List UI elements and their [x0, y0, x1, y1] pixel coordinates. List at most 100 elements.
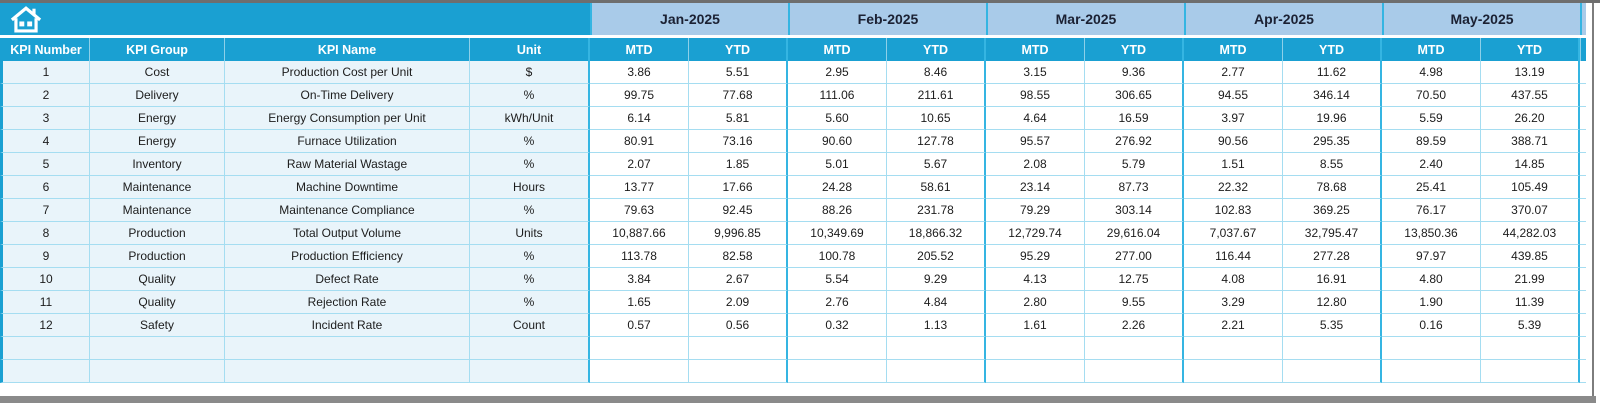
value-cell[interactable]: 22.32 [1184, 176, 1283, 199]
value-cell[interactable]: 98.55 [986, 84, 1085, 107]
kpi-group-cell[interactable]: Quality [90, 291, 225, 314]
value-cell[interactable]: 87.73 [1085, 176, 1184, 199]
value-cell[interactable] [1085, 360, 1184, 383]
value-cell[interactable]: 73.16 [689, 130, 788, 153]
kpi-group-cell[interactable]: Inventory [90, 153, 225, 176]
value-cell[interactable]: 100.78 [788, 245, 887, 268]
value-cell[interactable]: 82.58 [689, 245, 788, 268]
value-cell[interactable]: 9.29 [887, 268, 986, 291]
value-cell[interactable]: 303.14 [1085, 199, 1184, 222]
kpi-number-cell[interactable]: 10 [0, 268, 90, 291]
value-cell[interactable]: 9,996.85 [689, 222, 788, 245]
value-cell[interactable] [788, 337, 887, 360]
month-header-apr-2025[interactable]: Apr-2025 [1184, 3, 1382, 35]
kpi-number-cell[interactable]: 5 [0, 153, 90, 176]
value-cell[interactable]: 3.15 [986, 61, 1085, 84]
kpi-group-cell[interactable] [90, 337, 225, 360]
value-cell[interactable]: 5.35 [1283, 314, 1382, 337]
column-header-feb-2025-mtd[interactable]: MTD [788, 38, 887, 61]
value-cell[interactable]: 4.08 [1184, 268, 1283, 291]
kpi-name-cell[interactable]: Defect Rate [225, 268, 470, 291]
kpi-name-cell[interactable]: Furnace Utilization [225, 130, 470, 153]
value-cell[interactable]: 3.29 [1184, 291, 1283, 314]
value-cell[interactable]: 26.20 [1481, 107, 1580, 130]
value-cell[interactable]: 1.85 [689, 153, 788, 176]
value-cell[interactable]: 12.75 [1085, 268, 1184, 291]
value-cell[interactable]: 32,795.47 [1283, 222, 1382, 245]
kpi-name-cell[interactable]: Machine Downtime [225, 176, 470, 199]
value-cell[interactable]: 12.80 [1283, 291, 1382, 314]
value-cell[interactable] [788, 360, 887, 383]
kpi-name-cell[interactable] [225, 337, 470, 360]
kpi-group-cell[interactable]: Energy [90, 130, 225, 153]
kpi-name-cell[interactable] [225, 360, 470, 383]
value-cell[interactable]: 4.80 [1382, 268, 1481, 291]
kpi-number-cell[interactable] [0, 360, 90, 383]
value-cell[interactable]: 1.90 [1382, 291, 1481, 314]
kpi-number-cell[interactable]: 7 [0, 199, 90, 222]
column-header-apr-2025-mtd[interactable]: MTD [1184, 38, 1283, 61]
value-cell[interactable]: 3.97 [1184, 107, 1283, 130]
value-cell[interactable]: 231.78 [887, 199, 986, 222]
value-cell[interactable]: 102.83 [1184, 199, 1283, 222]
unit-cell[interactable]: $ [470, 61, 590, 84]
unit-cell[interactable]: Units [470, 222, 590, 245]
value-cell[interactable]: 95.29 [986, 245, 1085, 268]
value-cell[interactable]: 8.46 [887, 61, 986, 84]
value-cell[interactable]: 2.80 [986, 291, 1085, 314]
value-cell[interactable]: 211.61 [887, 84, 986, 107]
unit-cell[interactable] [470, 337, 590, 360]
unit-cell[interactable]: % [470, 268, 590, 291]
column-header-kpi-group[interactable]: KPI Group [90, 38, 225, 61]
value-cell[interactable]: 346.14 [1283, 84, 1382, 107]
value-cell[interactable] [1382, 337, 1481, 360]
value-cell[interactable]: 277.28 [1283, 245, 1382, 268]
value-cell[interactable]: 4.98 [1382, 61, 1481, 84]
value-cell[interactable]: 70.50 [1382, 84, 1481, 107]
value-cell[interactable]: 5.79 [1085, 153, 1184, 176]
kpi-name-cell[interactable]: Total Output Volume [225, 222, 470, 245]
value-cell[interactable]: 97.97 [1382, 245, 1481, 268]
value-cell[interactable]: 94.55 [1184, 84, 1283, 107]
value-cell[interactable]: 111.06 [788, 84, 887, 107]
value-cell[interactable]: 16.59 [1085, 107, 1184, 130]
unit-cell[interactable]: % [470, 199, 590, 222]
kpi-number-cell[interactable]: 2 [0, 84, 90, 107]
kpi-name-cell[interactable]: Rejection Rate [225, 291, 470, 314]
value-cell[interactable]: 21.99 [1481, 268, 1580, 291]
value-cell[interactable]: 105.49 [1481, 176, 1580, 199]
value-cell[interactable]: 11.39 [1481, 291, 1580, 314]
value-cell[interactable]: 0.57 [590, 314, 689, 337]
month-header-mar-2025[interactable]: Mar-2025 [986, 3, 1184, 35]
column-header-kpi-number[interactable]: KPI Number [0, 38, 90, 61]
column-header-apr-2025-ytd[interactable]: YTD [1283, 38, 1382, 61]
value-cell[interactable]: 8.55 [1283, 153, 1382, 176]
value-cell[interactable]: 277.00 [1085, 245, 1184, 268]
value-cell[interactable]: 11.62 [1283, 61, 1382, 84]
value-cell[interactable]: 92.45 [689, 199, 788, 222]
value-cell[interactable]: 5.01 [788, 153, 887, 176]
value-cell[interactable]: 12,729.74 [986, 222, 1085, 245]
value-cell[interactable]: 76.17 [1382, 199, 1481, 222]
unit-cell[interactable]: Hours [470, 176, 590, 199]
value-cell[interactable] [590, 360, 689, 383]
value-cell[interactable]: 1.61 [986, 314, 1085, 337]
value-cell[interactable]: 1.65 [590, 291, 689, 314]
value-cell[interactable]: 2.67 [689, 268, 788, 291]
value-cell[interactable]: 16.91 [1283, 268, 1382, 291]
column-header-mar-2025-mtd[interactable]: MTD [986, 38, 1085, 61]
value-cell[interactable]: 2.09 [689, 291, 788, 314]
value-cell[interactable]: 0.32 [788, 314, 887, 337]
unit-cell[interactable]: % [470, 84, 590, 107]
value-cell[interactable]: 7,037.67 [1184, 222, 1283, 245]
value-cell[interactable] [1085, 337, 1184, 360]
value-cell[interactable]: 23.14 [986, 176, 1085, 199]
value-cell[interactable]: 5.81 [689, 107, 788, 130]
value-cell[interactable]: 58.61 [887, 176, 986, 199]
value-cell[interactable]: 80.91 [590, 130, 689, 153]
value-cell[interactable]: 1.13 [887, 314, 986, 337]
unit-cell[interactable]: % [470, 245, 590, 268]
value-cell[interactable]: 4.13 [986, 268, 1085, 291]
value-cell[interactable]: 388.71 [1481, 130, 1580, 153]
value-cell[interactable]: 437.55 [1481, 84, 1580, 107]
